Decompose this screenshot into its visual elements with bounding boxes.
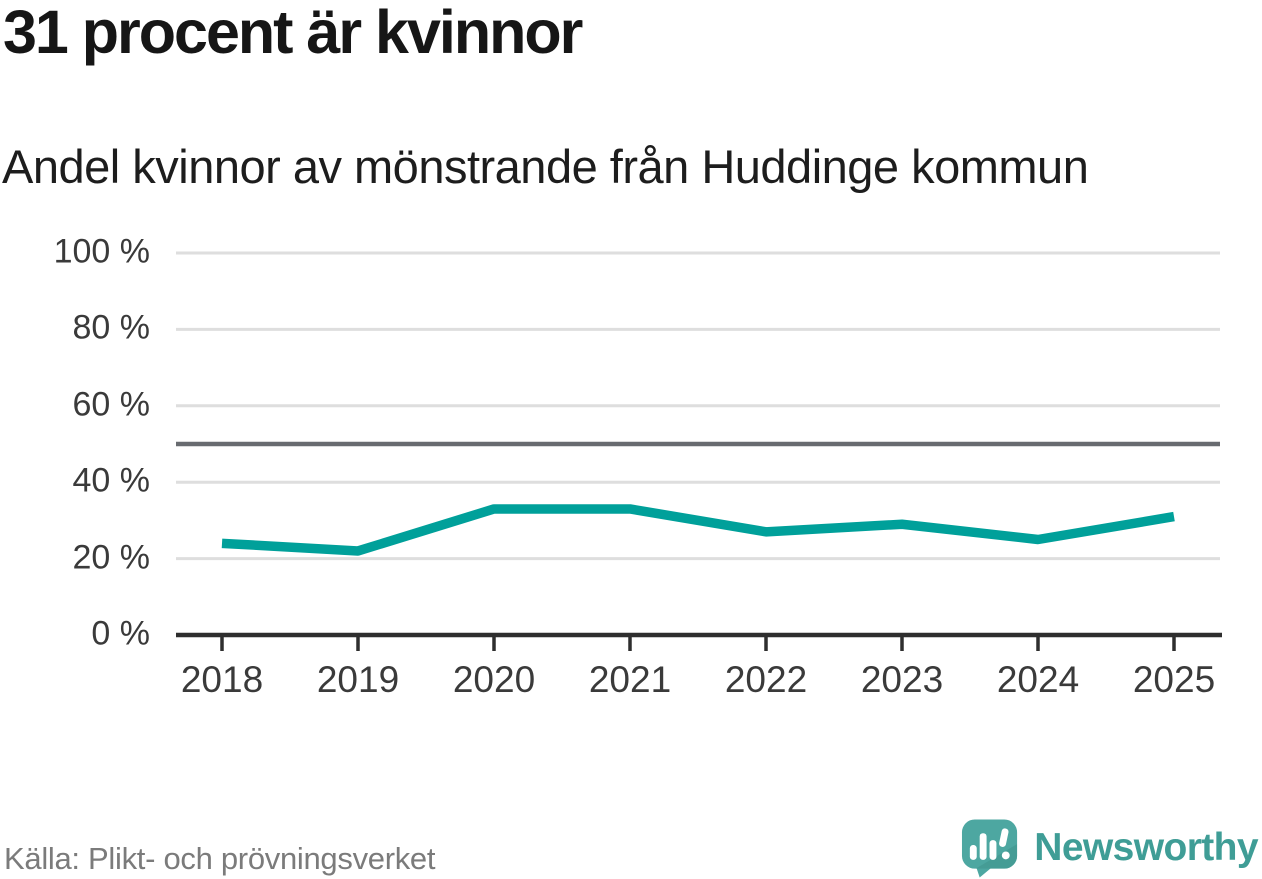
newsworthy-logo-icon bbox=[962, 819, 1018, 878]
y-axis-label: 40 % bbox=[72, 461, 151, 500]
data-line bbox=[221, 504, 1175, 556]
x-axis-label: 2021 bbox=[588, 659, 672, 700]
logo-bars-icon bbox=[970, 833, 997, 860]
chart-subtitle: Andel kvinnor av mönstrande från Hudding… bbox=[2, 140, 1089, 193]
x-axis-label: 2025 bbox=[1132, 659, 1216, 700]
x-axis-label: 2023 bbox=[860, 659, 944, 700]
y-axis-label: 80 % bbox=[72, 309, 151, 348]
x-axis-label: 2022 bbox=[724, 659, 808, 700]
logo-exclamation-icon bbox=[999, 828, 1010, 860]
y-axis-label: 20 % bbox=[72, 538, 151, 577]
y-axis-label: 100 % bbox=[53, 232, 150, 271]
chart-title: 31 procent är kvinnor bbox=[3, 0, 583, 66]
x-axis-label: 2024 bbox=[996, 659, 1080, 700]
y-axis-label: 0 % bbox=[91, 614, 150, 653]
source-note: Källa: Plikt- och prövningsverket bbox=[4, 841, 436, 876]
newsworthy-logo: Newsworthy bbox=[960, 817, 1259, 879]
newsworthy-logo-text: Newsworthy bbox=[1034, 826, 1258, 869]
x-axis-label: 2020 bbox=[452, 659, 536, 700]
y-axis-label: 60 % bbox=[72, 385, 151, 424]
x-axis-label: 2019 bbox=[316, 659, 400, 700]
x-axis-label: 2018 bbox=[180, 659, 264, 700]
